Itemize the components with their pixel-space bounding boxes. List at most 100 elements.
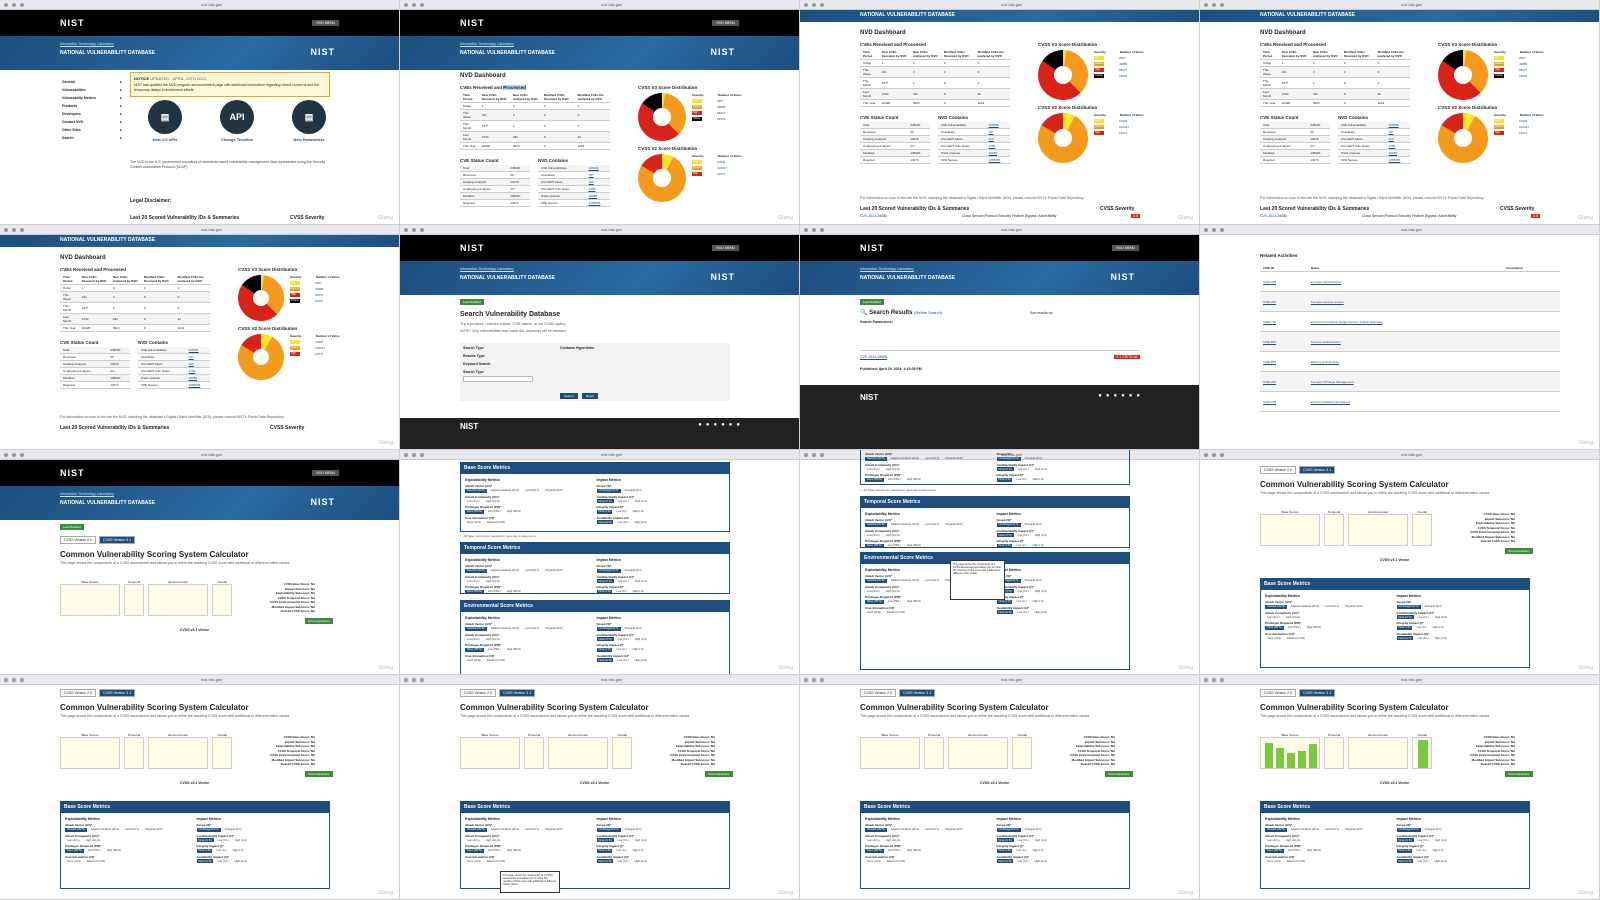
metric-option[interactable]: None (C:N) bbox=[596, 838, 614, 842]
vuln-count[interactable]: 21674 bbox=[1519, 131, 1528, 135]
legend-row[interactable]: High 66027 bbox=[290, 293, 340, 297]
window-dot-icon[interactable] bbox=[412, 452, 416, 457]
legend-row[interactable]: Medium 49885 bbox=[692, 105, 742, 109]
address-bar[interactable]: nvd.nist.gov bbox=[1000, 677, 1023, 682]
metric-option[interactable]: None (C:N) bbox=[996, 838, 1014, 842]
window-dot-icon[interactable] bbox=[820, 677, 824, 682]
window-dot-icon[interactable] bbox=[804, 677, 808, 682]
metric-option[interactable]: None (C:N) bbox=[996, 589, 1014, 593]
nist-logo[interactable]: NIST bbox=[460, 243, 485, 253]
table-cell[interactable]: 249 bbox=[985, 135, 1010, 143]
linkedin-icon[interactable]: ● bbox=[1113, 393, 1118, 399]
metric-option[interactable]: Network (AV:N) bbox=[865, 522, 887, 527]
metric-option[interactable]: None (A:N) bbox=[196, 859, 214, 863]
metric-option[interactable]: Low (C:L) bbox=[1417, 615, 1429, 619]
linkedin-icon[interactable]: ● bbox=[713, 422, 718, 428]
site-name[interactable]: NATIONAL VULNERABILITY DATABASE bbox=[860, 12, 956, 18]
window-dot-icon[interactable] bbox=[4, 2, 8, 7]
metric-option[interactable]: None (I:N) bbox=[596, 509, 613, 514]
version-tab[interactable]: CVSS Version 3.1 bbox=[99, 689, 136, 697]
severity-badge[interactable]: 8.8 bbox=[1131, 214, 1140, 218]
legend-row[interactable]: Medium 100347 bbox=[692, 166, 742, 170]
window-dot-icon[interactable] bbox=[404, 452, 408, 457]
legend-row[interactable]: High 66027 bbox=[1094, 68, 1144, 72]
metric-option[interactable]: None (UI:N) bbox=[467, 658, 481, 662]
metric-option[interactable]: Low (PR:L) bbox=[1287, 626, 1301, 629]
show-equations-button[interactable]: Show Equations bbox=[1105, 771, 1133, 777]
cwe-name-link[interactable]: Improper Access Control bbox=[1307, 291, 1504, 312]
table-cell[interactable]: 249 bbox=[585, 178, 610, 186]
legend-row[interactable]: High 21674 bbox=[290, 352, 340, 356]
window-dot-icon[interactable] bbox=[420, 677, 424, 682]
vuln-count[interactable]: 49885 bbox=[1519, 62, 1528, 66]
metric-option[interactable]: None (A:N) bbox=[596, 658, 614, 662]
metric-option[interactable]: Low (AC:L) bbox=[467, 579, 480, 583]
version-tab[interactable]: CVSS Version 2.0 bbox=[460, 689, 497, 697]
legend-row[interactable]: Low 2957 bbox=[1494, 56, 1544, 60]
table-cell[interactable]: 4486 bbox=[185, 367, 210, 375]
nvd-menu-button[interactable]: NVD MENU bbox=[712, 20, 739, 26]
metric-option[interactable]: High (A:H) bbox=[1434, 859, 1447, 863]
window-dot-icon[interactable] bbox=[1204, 227, 1208, 232]
metric-option[interactable]: Low (C:L) bbox=[617, 499, 629, 503]
cwe-id-link[interactable]: CWE-284 bbox=[1260, 291, 1308, 312]
window-dot-icon[interactable] bbox=[404, 2, 408, 7]
metric-option[interactable]: High (AC:H) bbox=[885, 589, 900, 593]
metric-option[interactable]: Required (UI:R) bbox=[486, 859, 506, 863]
metric-option[interactable]: High (I:H) bbox=[632, 510, 644, 513]
metric-option[interactable]: High (I:H) bbox=[1032, 478, 1044, 481]
metric-option[interactable]: None (PR:N) bbox=[865, 543, 884, 548]
vuln-count[interactable]: 2957 bbox=[717, 99, 724, 103]
metric-option[interactable]: Adjacent Network (AV:A) bbox=[890, 828, 920, 831]
metric-option[interactable]: Low (I:L) bbox=[616, 849, 627, 852]
metric-option[interactable]: Network (AV:N) bbox=[865, 456, 887, 461]
legend-row[interactable]: Low 2957 bbox=[290, 281, 340, 285]
metric-option[interactable]: Changed (S:C) bbox=[1024, 579, 1042, 582]
table-cell[interactable]: 787 bbox=[985, 128, 1010, 136]
metric-option[interactable]: High (A:H) bbox=[634, 859, 647, 863]
metric-option[interactable]: None (PR:N) bbox=[465, 509, 484, 514]
metric-option[interactable]: Required (UI:R) bbox=[486, 520, 506, 524]
window-dot-icon[interactable] bbox=[1220, 452, 1224, 457]
metric-option[interactable]: High (AC:H) bbox=[485, 499, 500, 503]
metric-option[interactable]: Low (AC:L) bbox=[867, 589, 880, 593]
metric-option[interactable]: Low (PR:L) bbox=[887, 478, 901, 481]
nist-logo[interactable]: NIST bbox=[860, 243, 885, 253]
metric-option[interactable]: Low (C:L) bbox=[1017, 467, 1029, 471]
metric-option[interactable]: Low (C:L) bbox=[217, 838, 229, 842]
metric-option[interactable]: High (I:H) bbox=[232, 849, 244, 852]
window-dot-icon[interactable] bbox=[1204, 2, 1208, 7]
cwe-id-link[interactable]: CWE-863 bbox=[1260, 331, 1308, 352]
metric-option[interactable]: None (I:N) bbox=[996, 848, 1013, 853]
vuln-count[interactable]: 2957 bbox=[315, 281, 322, 285]
metric-option[interactable]: Required (UI:R) bbox=[886, 859, 906, 863]
metric-option[interactable]: Local (AV:L) bbox=[925, 457, 940, 460]
nist-logo[interactable]: NIST bbox=[60, 18, 85, 28]
metric-option[interactable]: None (PR:N) bbox=[865, 477, 884, 482]
metric-option[interactable]: High (A:H) bbox=[634, 520, 647, 524]
metric-option[interactable]: None (PR:N) bbox=[1265, 625, 1284, 630]
window-dot-icon[interactable] bbox=[820, 227, 824, 232]
metric-option[interactable]: Unchanged (S:U) bbox=[996, 522, 1021, 527]
vuln-count[interactable]: 10604 bbox=[1119, 119, 1128, 123]
metric-option[interactable]: High (I:H) bbox=[1032, 600, 1044, 603]
metric-option[interactable]: Low (I:L) bbox=[1016, 544, 1027, 547]
metric-option[interactable]: Network (AV:N) bbox=[65, 827, 87, 832]
window-dot-icon[interactable] bbox=[1204, 677, 1208, 682]
metric-option[interactable]: Low (I:L) bbox=[1016, 849, 1027, 852]
metric-option[interactable]: High (AC:H) bbox=[1285, 615, 1300, 619]
metric-option[interactable]: High (PR:H) bbox=[906, 849, 921, 852]
address-bar[interactable]: nvd.nist.gov bbox=[1400, 227, 1423, 232]
cve-row[interactable]: CVE-2024-28688 Cloud Service Protocol Sec… bbox=[1260, 214, 1540, 218]
metric-option[interactable]: None (PR:N) bbox=[465, 589, 484, 594]
metric-option[interactable]: None (A:N) bbox=[1396, 636, 1414, 640]
metric-option[interactable]: Network (AV:N) bbox=[465, 626, 487, 631]
metric-option[interactable]: High (C:H) bbox=[1034, 467, 1048, 471]
window-dot-icon[interactable] bbox=[4, 452, 8, 457]
metric-option[interactable]: High (I:H) bbox=[632, 849, 644, 852]
metric-option[interactable]: None (PR:N) bbox=[865, 599, 884, 604]
legend-row[interactable]: Critical 21501 bbox=[692, 117, 742, 121]
legend-row[interactable]: High 66027 bbox=[692, 111, 742, 115]
metric-option[interactable]: Low (AC:L) bbox=[467, 499, 480, 503]
vuln-count[interactable]: 21501 bbox=[315, 299, 324, 303]
